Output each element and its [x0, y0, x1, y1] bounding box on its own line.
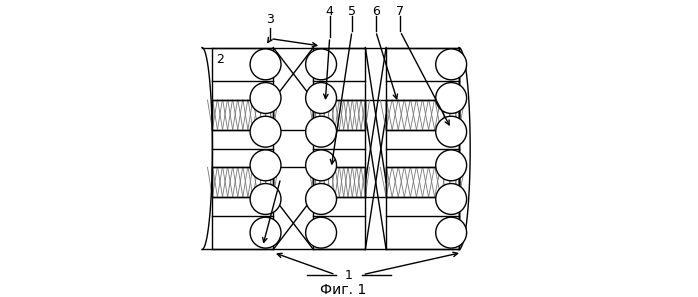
Bar — [386, 100, 459, 130]
Bar — [212, 48, 273, 249]
Text: 2: 2 — [216, 53, 224, 66]
Circle shape — [250, 83, 281, 113]
Bar — [313, 100, 365, 130]
Circle shape — [436, 150, 466, 181]
Bar — [313, 167, 365, 197]
Circle shape — [436, 116, 466, 147]
Circle shape — [306, 184, 336, 214]
Bar — [313, 100, 365, 130]
Bar — [212, 167, 273, 197]
Bar — [386, 167, 459, 197]
Circle shape — [306, 49, 336, 80]
Bar — [212, 100, 273, 130]
Text: Фиг. 1: Фиг. 1 — [320, 282, 366, 297]
Bar — [386, 100, 459, 130]
Bar — [386, 167, 459, 197]
Bar — [386, 48, 459, 249]
Bar — [212, 167, 273, 197]
Circle shape — [306, 217, 336, 248]
Text: 5: 5 — [348, 5, 356, 18]
Circle shape — [250, 184, 281, 214]
Circle shape — [250, 150, 281, 181]
Circle shape — [250, 116, 281, 147]
Circle shape — [306, 83, 336, 113]
Bar — [212, 100, 273, 130]
Text: 3: 3 — [267, 13, 274, 26]
Circle shape — [250, 217, 281, 248]
Circle shape — [436, 83, 466, 113]
Circle shape — [306, 150, 336, 181]
Text: 4: 4 — [326, 5, 334, 18]
Text: 7: 7 — [396, 5, 404, 18]
Bar — [313, 167, 365, 197]
Bar — [313, 48, 365, 249]
Circle shape — [436, 217, 466, 248]
Text: 1: 1 — [345, 269, 353, 282]
Circle shape — [306, 116, 336, 147]
Circle shape — [436, 49, 466, 80]
Text: 6: 6 — [372, 5, 380, 18]
Circle shape — [250, 49, 281, 80]
Circle shape — [436, 184, 466, 214]
